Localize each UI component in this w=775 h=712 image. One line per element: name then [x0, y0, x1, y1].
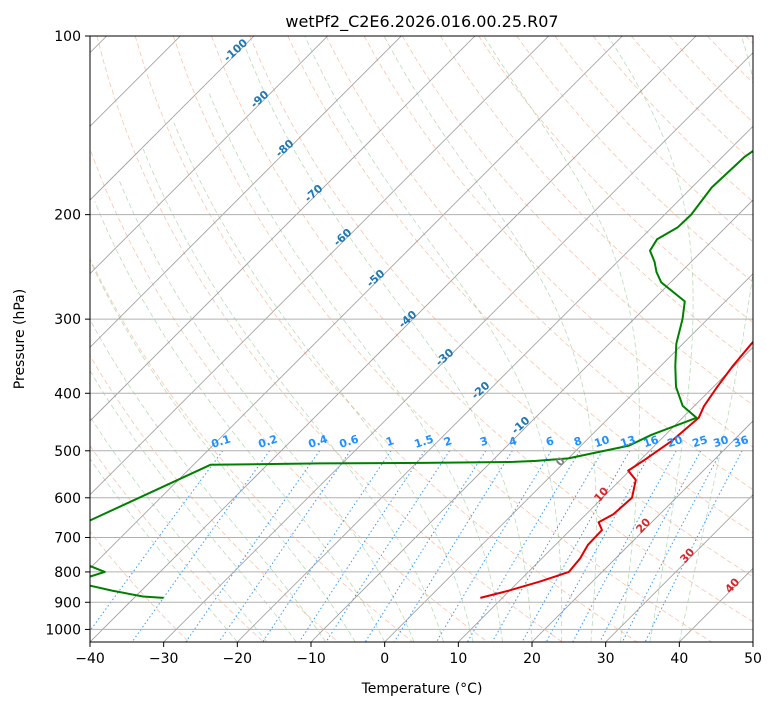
isotherm-label: -10	[509, 414, 533, 437]
x-tick-label: −10	[296, 651, 326, 667]
isotherm-line	[311, 36, 775, 642]
y-tick-label: 300	[54, 312, 81, 328]
isotherm-label: -60	[331, 226, 355, 249]
mixing-ratio-line	[394, 451, 512, 642]
y-tick-label: 400	[54, 386, 81, 402]
x-tick-label: −40	[75, 651, 105, 667]
dry-adiabat	[0, 36, 338, 642]
mixing-ratio-label: 16	[642, 433, 661, 450]
dry-adiabat	[0, 36, 189, 642]
mixing-ratio-label: 20	[666, 433, 685, 450]
isotherm-line	[0, 36, 328, 642]
isotherm-line	[16, 36, 622, 642]
isotherm-line	[164, 36, 770, 642]
isotherm-label: -80	[273, 137, 297, 160]
mixing-ratio-line	[219, 451, 350, 642]
mixing-ratio-label: 6	[544, 434, 556, 449]
dry-adiabat	[21, 36, 413, 642]
dry-adiabat	[135, 36, 637, 642]
dry-adiabat	[708, 36, 775, 642]
dry-adiabat	[364, 36, 775, 642]
y-tick-label: 600	[54, 491, 81, 507]
dry-adiabat	[555, 36, 775, 642]
mixing-ratio-line	[263, 451, 391, 642]
plot-frame	[90, 36, 753, 642]
x-tick-label: 20	[523, 651, 541, 667]
moist-adiabat	[608, 36, 693, 642]
mixing-ratio-label: 0.4	[307, 432, 330, 450]
isotherm-line	[385, 36, 775, 642]
x-tick-label: 40	[670, 651, 688, 667]
dry-adiabat	[59, 36, 488, 642]
y-tick-label: 900	[54, 595, 81, 611]
isotherm-line	[237, 36, 775, 642]
moist-adiabat-label: 10	[591, 484, 611, 504]
mixing-ratio-label: 10	[593, 433, 612, 450]
isotherm-label: -40	[396, 308, 420, 331]
mixing-ratio-label: 36	[732, 433, 751, 450]
mixing-ratio-label: 0.2	[257, 432, 280, 450]
mixing-ratio-label: 8	[572, 434, 583, 449]
moist-adiabat-label: 20	[633, 515, 653, 535]
mixing-ratio-label: 1.5	[413, 432, 436, 450]
moist-adiabat	[119, 180, 414, 642]
y-tick-label: 200	[54, 208, 81, 224]
dry-adiabat	[746, 36, 775, 642]
y-axis-ticks: 100 200 300 400 500 600 700 800 900 1000	[45, 29, 90, 638]
moist-adiabat	[305, 36, 562, 642]
y-tick-label: 800	[54, 565, 81, 581]
isotherm-line	[90, 36, 696, 642]
dry-adiabat	[479, 36, 775, 642]
x-axis-ticks: −40 −30 −20 −10 0 10 20 30 40 50	[75, 642, 762, 667]
mixing-ratio-line	[522, 451, 630, 642]
isotherm-label: -50	[364, 267, 388, 290]
mixing-ratio-line	[468, 451, 580, 642]
mixing-ratio-label: 2	[442, 434, 453, 449]
moist-adiabat-label: 30	[677, 545, 697, 565]
isotherm-label: -20	[469, 379, 493, 402]
moist-adiabat	[246, 49, 532, 642]
y-tick-label: 100	[54, 29, 81, 45]
isotherm-line	[458, 36, 775, 642]
x-tick-label: 0	[380, 651, 389, 667]
x-tick-label: 10	[449, 651, 467, 667]
moist-adiabat	[0, 292, 237, 642]
y-axis-label: Pressure (hPa)	[12, 289, 28, 389]
y-tick-label: 700	[54, 531, 81, 547]
mixing-ratio-label: 30	[712, 433, 731, 450]
mixing-ratio-label: 13	[619, 433, 638, 450]
x-tick-label: 30	[597, 651, 615, 667]
moist-adiabat	[174, 123, 473, 642]
moist-adiabat	[73, 221, 356, 642]
isotherm-line	[0, 36, 475, 642]
isotherm-line	[753, 36, 775, 642]
isotherm-label: -70	[302, 182, 326, 205]
isotherm-line	[0, 36, 401, 642]
mixing-ratio-label: 3	[478, 434, 489, 449]
mixing-ratio-label: 25	[691, 433, 710, 450]
isotherm-label: -90	[248, 88, 272, 111]
moist-adiabat-label: 0	[553, 454, 568, 469]
mixing-ratio-line	[299, 451, 425, 642]
y-tick-label: 500	[54, 444, 81, 460]
temperature-profile	[480, 36, 775, 598]
x-axis-label: Temperature (°C)	[361, 681, 483, 697]
x-tick-label: −20	[223, 651, 253, 667]
y-tick-label: 1000	[45, 622, 81, 638]
moist-adiabat	[209, 94, 502, 643]
background-lines	[0, 36, 775, 642]
moist-adiabat-label: 40	[722, 575, 742, 595]
mixing-ratio-line	[326, 451, 450, 642]
mixing-ratio-label: 1	[384, 434, 395, 449]
x-tick-label: −30	[149, 651, 179, 667]
isotherm-line	[0, 36, 254, 642]
chart-title: wetPf2_C2E6.2026.016.00.25.R07	[285, 12, 558, 32]
mixing-ratio-line	[436, 451, 551, 642]
x-tick-label: 50	[744, 651, 762, 667]
isotherm-label: -30	[433, 346, 457, 369]
mixing-ratio-label: 0.1	[210, 432, 233, 450]
